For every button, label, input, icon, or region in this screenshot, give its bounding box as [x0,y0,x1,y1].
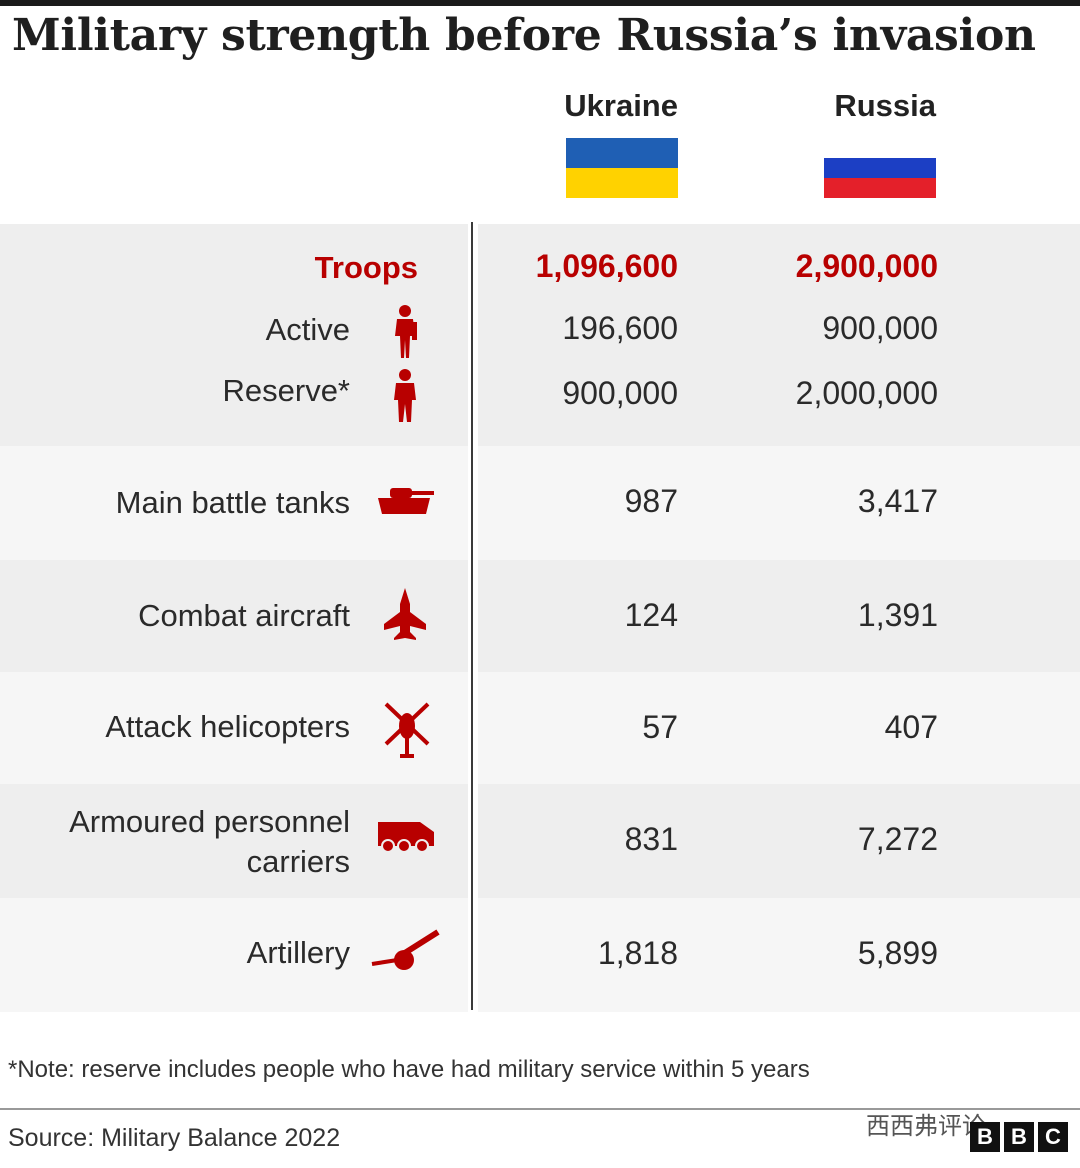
aircraft-icon [384,588,426,640]
row-band-troops [0,224,1080,446]
artillery-icon [371,929,440,970]
source-credit: Source: Military Balance 2022 [8,1124,341,1152]
row-label-troops: Troops [314,250,418,285]
value-russia-helicopters: 407 [884,709,938,745]
column-header-ukraine: Ukraine [564,88,678,123]
value-russia-carriers: 7,272 [857,821,938,857]
active-soldier-icon [395,305,417,358]
footer-rule [0,1108,1080,1110]
bbc-logo: B B C [970,1122,1068,1152]
value-ukraine-artillery: 1,818 [597,935,678,971]
value-russia-aircraft: 1,391 [857,597,938,633]
flag-stripe [566,168,678,198]
row-label-carriers-line1: Armoured personnel [69,804,350,839]
value-russia-troops: 2,900,000 [795,248,938,284]
row-label-active: Active [265,312,350,347]
russia-flag [824,138,936,198]
flag-stripe [824,138,936,158]
row-band-artillery [0,898,1080,1012]
value-russia-active: 900,000 [822,310,938,346]
value-russia-artillery: 5,899 [857,935,938,971]
flag-stripe [566,138,678,168]
row-label-reserve: Reserve* [222,373,351,408]
flag-stripe [824,158,936,178]
value-ukraine-tanks: 987 [624,483,678,519]
value-ukraine-active: 196,600 [562,310,678,346]
tank-icon [378,488,434,514]
value-ukraine-helicopters: 57 [642,709,678,745]
row-label-carriers-line2: carriers [246,844,350,879]
column-divider [471,222,473,1010]
value-ukraine-troops: 1,096,600 [535,248,678,284]
footnote: *Note: reserve includes people who have … [8,1056,810,1083]
value-ukraine-aircraft: 124 [624,597,678,633]
watermark-text: 西西弗评论 [866,1113,986,1140]
column-header-russia: Russia [834,88,936,123]
value-russia-reserve: 2,000,000 [795,375,938,411]
row-band-aircraft [0,560,1080,672]
row-label-tanks: Main battle tanks [115,485,350,520]
logo-letter: B [970,1122,1000,1152]
top-bar [0,0,1080,6]
ukraine-flag [566,138,678,198]
armoured-carrier-icon [378,822,434,853]
chart-title: Military strength before Russia’s invasi… [12,10,1036,61]
helicopter-icon [384,702,430,758]
row-band-helicopters [0,672,1080,784]
row-label-artillery: Artillery [246,935,350,970]
row-label-helicopters: Attack helicopters [105,709,350,744]
value-russia-tanks: 3,417 [857,483,938,519]
logo-letter: C [1038,1122,1068,1152]
reserve-soldier-icon [394,369,416,422]
row-label-aircraft: Combat aircraft [138,598,350,633]
value-ukraine-reserve: 900,000 [562,375,678,411]
logo-letter: B [1004,1122,1034,1152]
value-ukraine-carriers: 831 [624,821,678,857]
flag-stripe [824,178,936,198]
